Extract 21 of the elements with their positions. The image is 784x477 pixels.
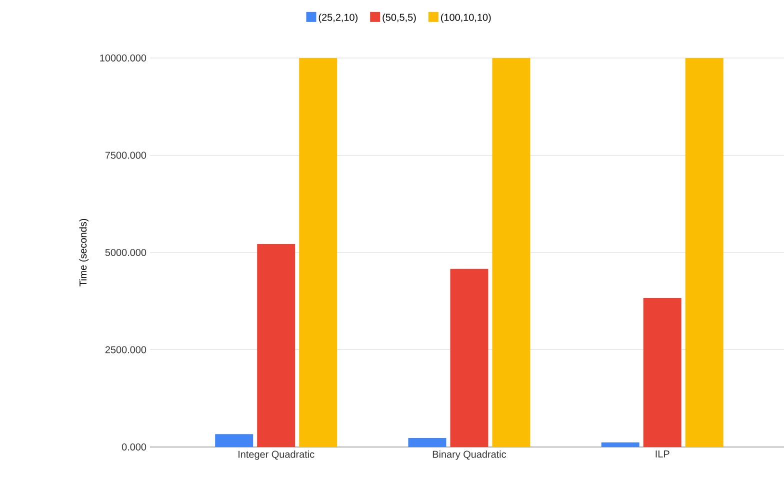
bar (643, 298, 682, 447)
bar (492, 58, 530, 447)
bar (408, 438, 446, 447)
y-tick-label: 5000.000 (105, 248, 146, 256)
y-tick-label: 0.000 (122, 443, 146, 451)
bar (299, 58, 338, 447)
legend-label: (25,2,10) (318, 14, 358, 23)
y-tick-label: 2500.000 (105, 346, 146, 354)
bar (601, 442, 640, 447)
x-tick-label: ILP (656, 450, 670, 458)
bar (685, 58, 724, 447)
y-tick-label: 7500.000 (105, 152, 146, 159)
bar (450, 268, 488, 447)
x-tick-label: Binary Quadratic (432, 450, 506, 460)
y-tick-label: 10000.000 (100, 54, 146, 62)
x-tick-label: Integer Quadratic (238, 450, 314, 460)
legend-label: (100,10,10) (441, 14, 491, 23)
y-axis-title: Time (seconds) (79, 218, 89, 286)
legend-label: (50,5,5) (382, 14, 416, 23)
bar (215, 434, 254, 447)
bar (257, 244, 296, 447)
